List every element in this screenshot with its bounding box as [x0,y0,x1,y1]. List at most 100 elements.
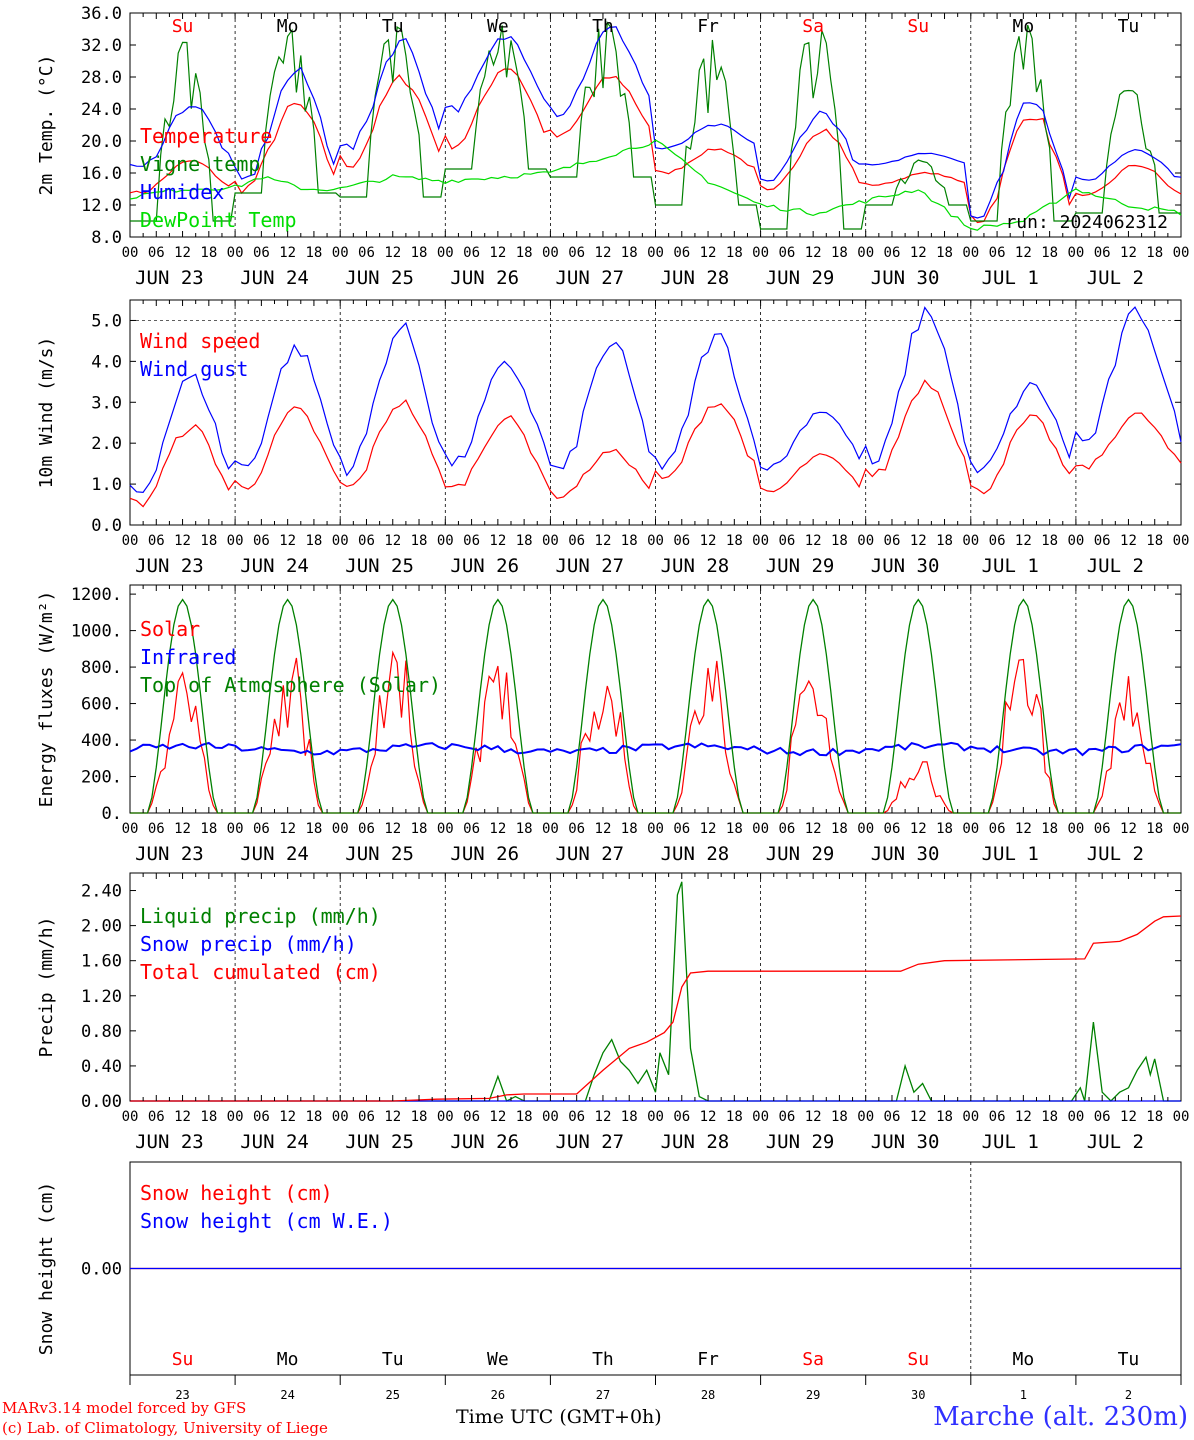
x-tick-label: 18 [831,533,848,549]
day-name: Sa [802,1349,824,1370]
x-tick-label: 00 [1173,1109,1190,1125]
x-tick-label: 12 [174,1109,191,1125]
day-number: 23 [175,1388,189,1402]
x-tick-label: 12 [279,1109,296,1125]
series-line [130,915,1182,1102]
x-tick-label: 00 [1067,1109,1084,1125]
x-tick-label: 18 [516,533,533,549]
legend-entry: Total cumulated (cm) [140,960,381,984]
date-label: JUN 29 [766,843,835,865]
x-tick-label: 18 [1146,533,1163,549]
day-name: Th [592,1349,614,1370]
date-label: JUN 27 [555,267,624,289]
legend-entry: Liquid precip (mm/h) [140,904,381,928]
x-tick-label: 06 [253,533,270,549]
x-tick-label: 06 [884,533,901,549]
x-tick-label: 06 [778,1109,795,1125]
x-tick-label: 12 [384,533,401,549]
x-tick-label: 18 [726,533,743,549]
x-tick-label: 12 [384,1109,401,1125]
series-line [129,139,1182,231]
x-tick-label: 18 [726,245,743,261]
day-number: 27 [596,1388,610,1402]
x-tick-label: 00 [647,1109,664,1125]
x-tick-label: 18 [936,1109,953,1125]
date-label: JUN 24 [240,555,309,577]
date-label: JUN 23 [135,843,204,865]
date-label: JUL 1 [982,1131,1039,1153]
date-label: JUN 30 [871,555,940,577]
x-tick-label: 12 [805,1109,822,1125]
x-tick-label: 12 [279,245,296,261]
legend-entry: Humidex [140,180,224,204]
series-line [129,306,1182,494]
x-tick-label: 12 [910,533,927,549]
x-tick-label: 06 [673,821,690,837]
copyright-credit: (c) Lab. of Climatology, University of L… [2,1419,328,1437]
x-tick-label: 00 [542,533,559,549]
x-tick-label: 18 [516,1109,533,1125]
x-tick-label: 06 [358,821,375,837]
day-name: Su [907,16,929,37]
y-tick-label: 2.00 [81,917,122,937]
x-tick-label: 12 [279,533,296,549]
x-tick-label: 00 [122,245,139,261]
date-label: JUN 24 [240,267,309,289]
x-tick-label: 00 [227,821,244,837]
x-tick-label: 00 [437,1109,454,1125]
legend-entry: Temperature [140,124,272,148]
y-tick-label: 32.0 [81,36,122,56]
x-tick-label: 06 [253,245,270,261]
day-name: Su [172,16,194,37]
x-tick-label: 12 [910,1109,927,1125]
y-tick-label: 1.60 [81,952,122,972]
x-axis-title: Time UTC (GMT+0h) [456,1406,662,1428]
x-tick-label: 06 [568,245,585,261]
x-tick-label: 18 [831,1109,848,1125]
x-tick-label: 00 [437,245,454,261]
day-name: Mo [1013,1349,1035,1370]
y-tick-label: 0.00 [81,1092,122,1112]
y-tick-label: 0.40 [81,1057,122,1077]
x-tick-label: 06 [1094,533,1111,549]
x-tick-label: 06 [778,533,795,549]
x-tick-label: 00 [227,245,244,261]
x-tick-label: 18 [936,533,953,549]
x-tick-label: 12 [489,821,506,837]
x-tick-label: 00 [1173,821,1190,837]
day-number: 2 [1125,1388,1132,1402]
x-tick-label: 00 [332,821,349,837]
x-tick-label: 12 [489,1109,506,1125]
x-tick-label: 18 [1041,1109,1058,1125]
y-tick-label: 1200. [71,585,122,605]
date-label: JUN 25 [345,555,414,577]
series-line [130,20,1181,230]
y-axis-label: Snow height (cm) [36,1182,57,1355]
legend-entry: Snow precip (mm/h) [140,932,357,956]
day-name: Su [907,1349,929,1370]
x-tick-label: 00 [962,245,979,261]
x-tick-label: 18 [831,821,848,837]
day-name: Tu [1118,1349,1140,1370]
x-tick-label: 00 [437,821,454,837]
x-tick-label: 18 [936,245,953,261]
date-label: JUL 2 [1087,1131,1144,1153]
y-tick-label: 0.80 [81,1022,122,1042]
x-tick-label: 12 [1120,821,1137,837]
day-name: We [487,1349,509,1370]
x-tick-label: 00 [332,1109,349,1125]
date-label: JUN 24 [240,843,309,865]
y-tick-label: 2.40 [81,882,122,902]
legend-entry: Snow height (cm W.E.) [140,1209,393,1233]
x-tick-label: 12 [1015,245,1032,261]
x-tick-label: 00 [647,245,664,261]
x-tick-label: 00 [227,1109,244,1125]
x-tick-label: 18 [411,821,428,837]
y-tick-label: 28.0 [81,68,122,88]
day-number: 30 [911,1388,925,1402]
x-tick-label: 18 [936,821,953,837]
day-number: 28 [701,1388,715,1402]
x-tick-label: 12 [700,533,717,549]
x-tick-label: 06 [463,533,480,549]
x-tick-label: 12 [1015,533,1032,549]
